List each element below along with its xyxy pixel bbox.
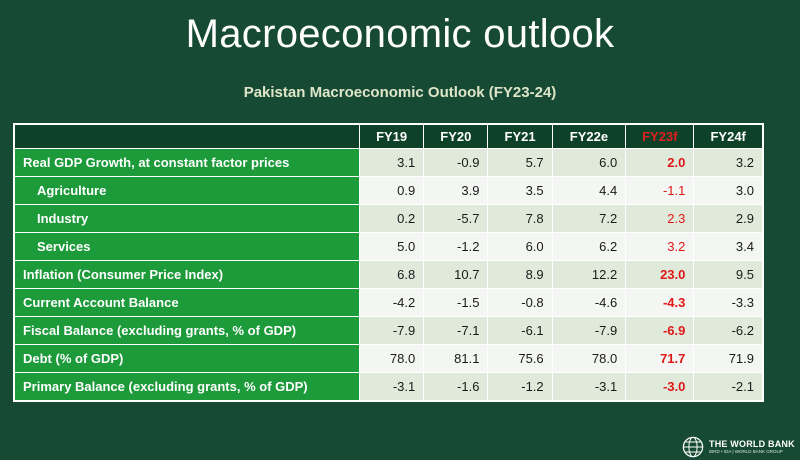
table-cell-forecast: -6.9 bbox=[625, 316, 695, 345]
table-cell-forecast: 23.0 bbox=[625, 260, 695, 289]
table-cell: -1.2 bbox=[423, 232, 489, 261]
logo-text: THE WORLD BANK IBRD • IDA | WORLD BANK G… bbox=[709, 439, 795, 455]
row-label-fiscal-balance: Fiscal Balance (excluding grants, % of G… bbox=[13, 316, 360, 345]
table-cell: 8.9 bbox=[487, 260, 553, 289]
table-caption: Pakistan Macroeconomic Outlook (FY23-24) bbox=[243, 84, 557, 101]
table-cell-forecast: -3.0 bbox=[625, 372, 695, 402]
table-cell: 5.7 bbox=[487, 148, 553, 177]
table-cell-forecast: -4.3 bbox=[625, 288, 695, 317]
row-label-industry: Industry bbox=[13, 204, 360, 233]
table-row: Agriculture 0.9 3.9 3.5 4.4 -1.1 3.0 bbox=[13, 176, 764, 205]
table-cell: 9.5 bbox=[693, 260, 764, 289]
world-bank-logo: THE WORLD BANK IBRD • IDA | WORLD BANK G… bbox=[682, 436, 795, 458]
table-cell: 75.6 bbox=[487, 344, 553, 373]
table-row: Industry 0.2 -5.7 7.8 7.2 2.3 2.9 bbox=[13, 204, 764, 233]
table-cell: -5.7 bbox=[423, 204, 489, 233]
macro-outlook-table: FY19 FY20 FY21 FY22e FY23f FY24f Real GD… bbox=[13, 123, 764, 402]
table-cell: 7.8 bbox=[487, 204, 553, 233]
row-label-services: Services bbox=[13, 232, 360, 261]
table-cell: -4.6 bbox=[551, 288, 627, 317]
table-cell: -7.9 bbox=[358, 316, 425, 345]
table-cell-forecast: 71.7 bbox=[625, 344, 695, 373]
table-cell: 0.9 bbox=[358, 176, 425, 205]
table-cell: -1.2 bbox=[487, 372, 553, 402]
table-row: Debt (% of GDP) 78.0 81.1 75.6 78.0 71.7… bbox=[13, 344, 764, 373]
col-header-fy22e: FY22e bbox=[551, 123, 627, 149]
table-cell-forecast: 3.2 bbox=[625, 232, 695, 261]
table-cell: 4.4 bbox=[551, 176, 627, 205]
table-cell: -4.2 bbox=[358, 288, 425, 317]
table-cell: -3.3 bbox=[693, 288, 764, 317]
table-cell: 6.2 bbox=[551, 232, 627, 261]
globe-icon bbox=[682, 436, 704, 458]
row-label-primary-balance: Primary Balance (excluding grants, % of … bbox=[13, 372, 360, 402]
table-cell: 2.9 bbox=[693, 204, 764, 233]
table-cell: 3.9 bbox=[423, 176, 489, 205]
slide-title: Macroeconomic outlook bbox=[185, 12, 615, 56]
table-cell: -3.1 bbox=[358, 372, 425, 402]
table-cell-forecast: 2.3 bbox=[625, 204, 695, 233]
table-cell: -7.9 bbox=[551, 316, 627, 345]
table-cell: 3.1 bbox=[358, 148, 425, 177]
row-label-inflation: Inflation (Consumer Price Index) bbox=[13, 260, 360, 289]
table-cell: -6.1 bbox=[487, 316, 553, 345]
table-row: Current Account Balance -4.2 -1.5 -0.8 -… bbox=[13, 288, 764, 317]
col-header-fy21: FY21 bbox=[487, 123, 553, 149]
table-cell: 71.9 bbox=[693, 344, 764, 373]
table-cell: 12.2 bbox=[551, 260, 627, 289]
table-cell-forecast: 2.0 bbox=[625, 148, 695, 177]
col-header-fy20: FY20 bbox=[423, 123, 489, 149]
table-cell: -0.9 bbox=[423, 148, 489, 177]
logo-tagline: IBRD • IDA | WORLD BANK GROUP bbox=[709, 449, 783, 454]
col-header-fy19: FY19 bbox=[358, 123, 425, 149]
header-corner-cell bbox=[13, 123, 360, 149]
table-cell: 0.2 bbox=[358, 204, 425, 233]
table-cell: 6.8 bbox=[358, 260, 425, 289]
table-header-row: FY19 FY20 FY21 FY22e FY23f FY24f bbox=[13, 123, 764, 149]
logo-name: THE WORLD BANK bbox=[709, 439, 795, 449]
table-cell: -2.1 bbox=[693, 372, 764, 402]
table-cell: 10.7 bbox=[423, 260, 489, 289]
table-cell: 3.4 bbox=[693, 232, 764, 261]
table-cell-forecast: -1.1 bbox=[625, 176, 695, 205]
table-cell: 3.0 bbox=[693, 176, 764, 205]
col-header-fy24f: FY24f bbox=[693, 123, 764, 149]
table-row: Primary Balance (excluding grants, % of … bbox=[13, 372, 764, 402]
table-cell: -1.6 bbox=[423, 372, 489, 402]
table-row: Fiscal Balance (excluding grants, % of G… bbox=[13, 316, 764, 345]
table-cell: 7.2 bbox=[551, 204, 627, 233]
table-cell: -7.1 bbox=[423, 316, 489, 345]
table-cell: -3.1 bbox=[551, 372, 627, 402]
row-label-gdp-growth: Real GDP Growth, at constant factor pric… bbox=[13, 148, 360, 177]
table-cell: 3.5 bbox=[487, 176, 553, 205]
table-cell: -1.5 bbox=[423, 288, 489, 317]
table-cell: 5.0 bbox=[358, 232, 425, 261]
row-label-debt: Debt (% of GDP) bbox=[13, 344, 360, 373]
table-row: Real GDP Growth, at constant factor pric… bbox=[13, 148, 764, 177]
table-row: Inflation (Consumer Price Index) 6.8 10.… bbox=[13, 260, 764, 289]
table-cell: -0.8 bbox=[487, 288, 553, 317]
table-row: Services 5.0 -1.2 6.0 6.2 3.2 3.4 bbox=[13, 232, 764, 261]
col-header-fy23f: FY23f bbox=[625, 123, 695, 149]
row-label-agriculture: Agriculture bbox=[13, 176, 360, 205]
table-cell: 78.0 bbox=[551, 344, 627, 373]
table-cell: 3.2 bbox=[693, 148, 764, 177]
table-cell: 81.1 bbox=[423, 344, 489, 373]
table-cell: 6.0 bbox=[551, 148, 627, 177]
table-cell: 78.0 bbox=[358, 344, 425, 373]
table-cell: -6.2 bbox=[693, 316, 764, 345]
table-cell: 6.0 bbox=[487, 232, 553, 261]
row-label-current-account: Current Account Balance bbox=[13, 288, 360, 317]
